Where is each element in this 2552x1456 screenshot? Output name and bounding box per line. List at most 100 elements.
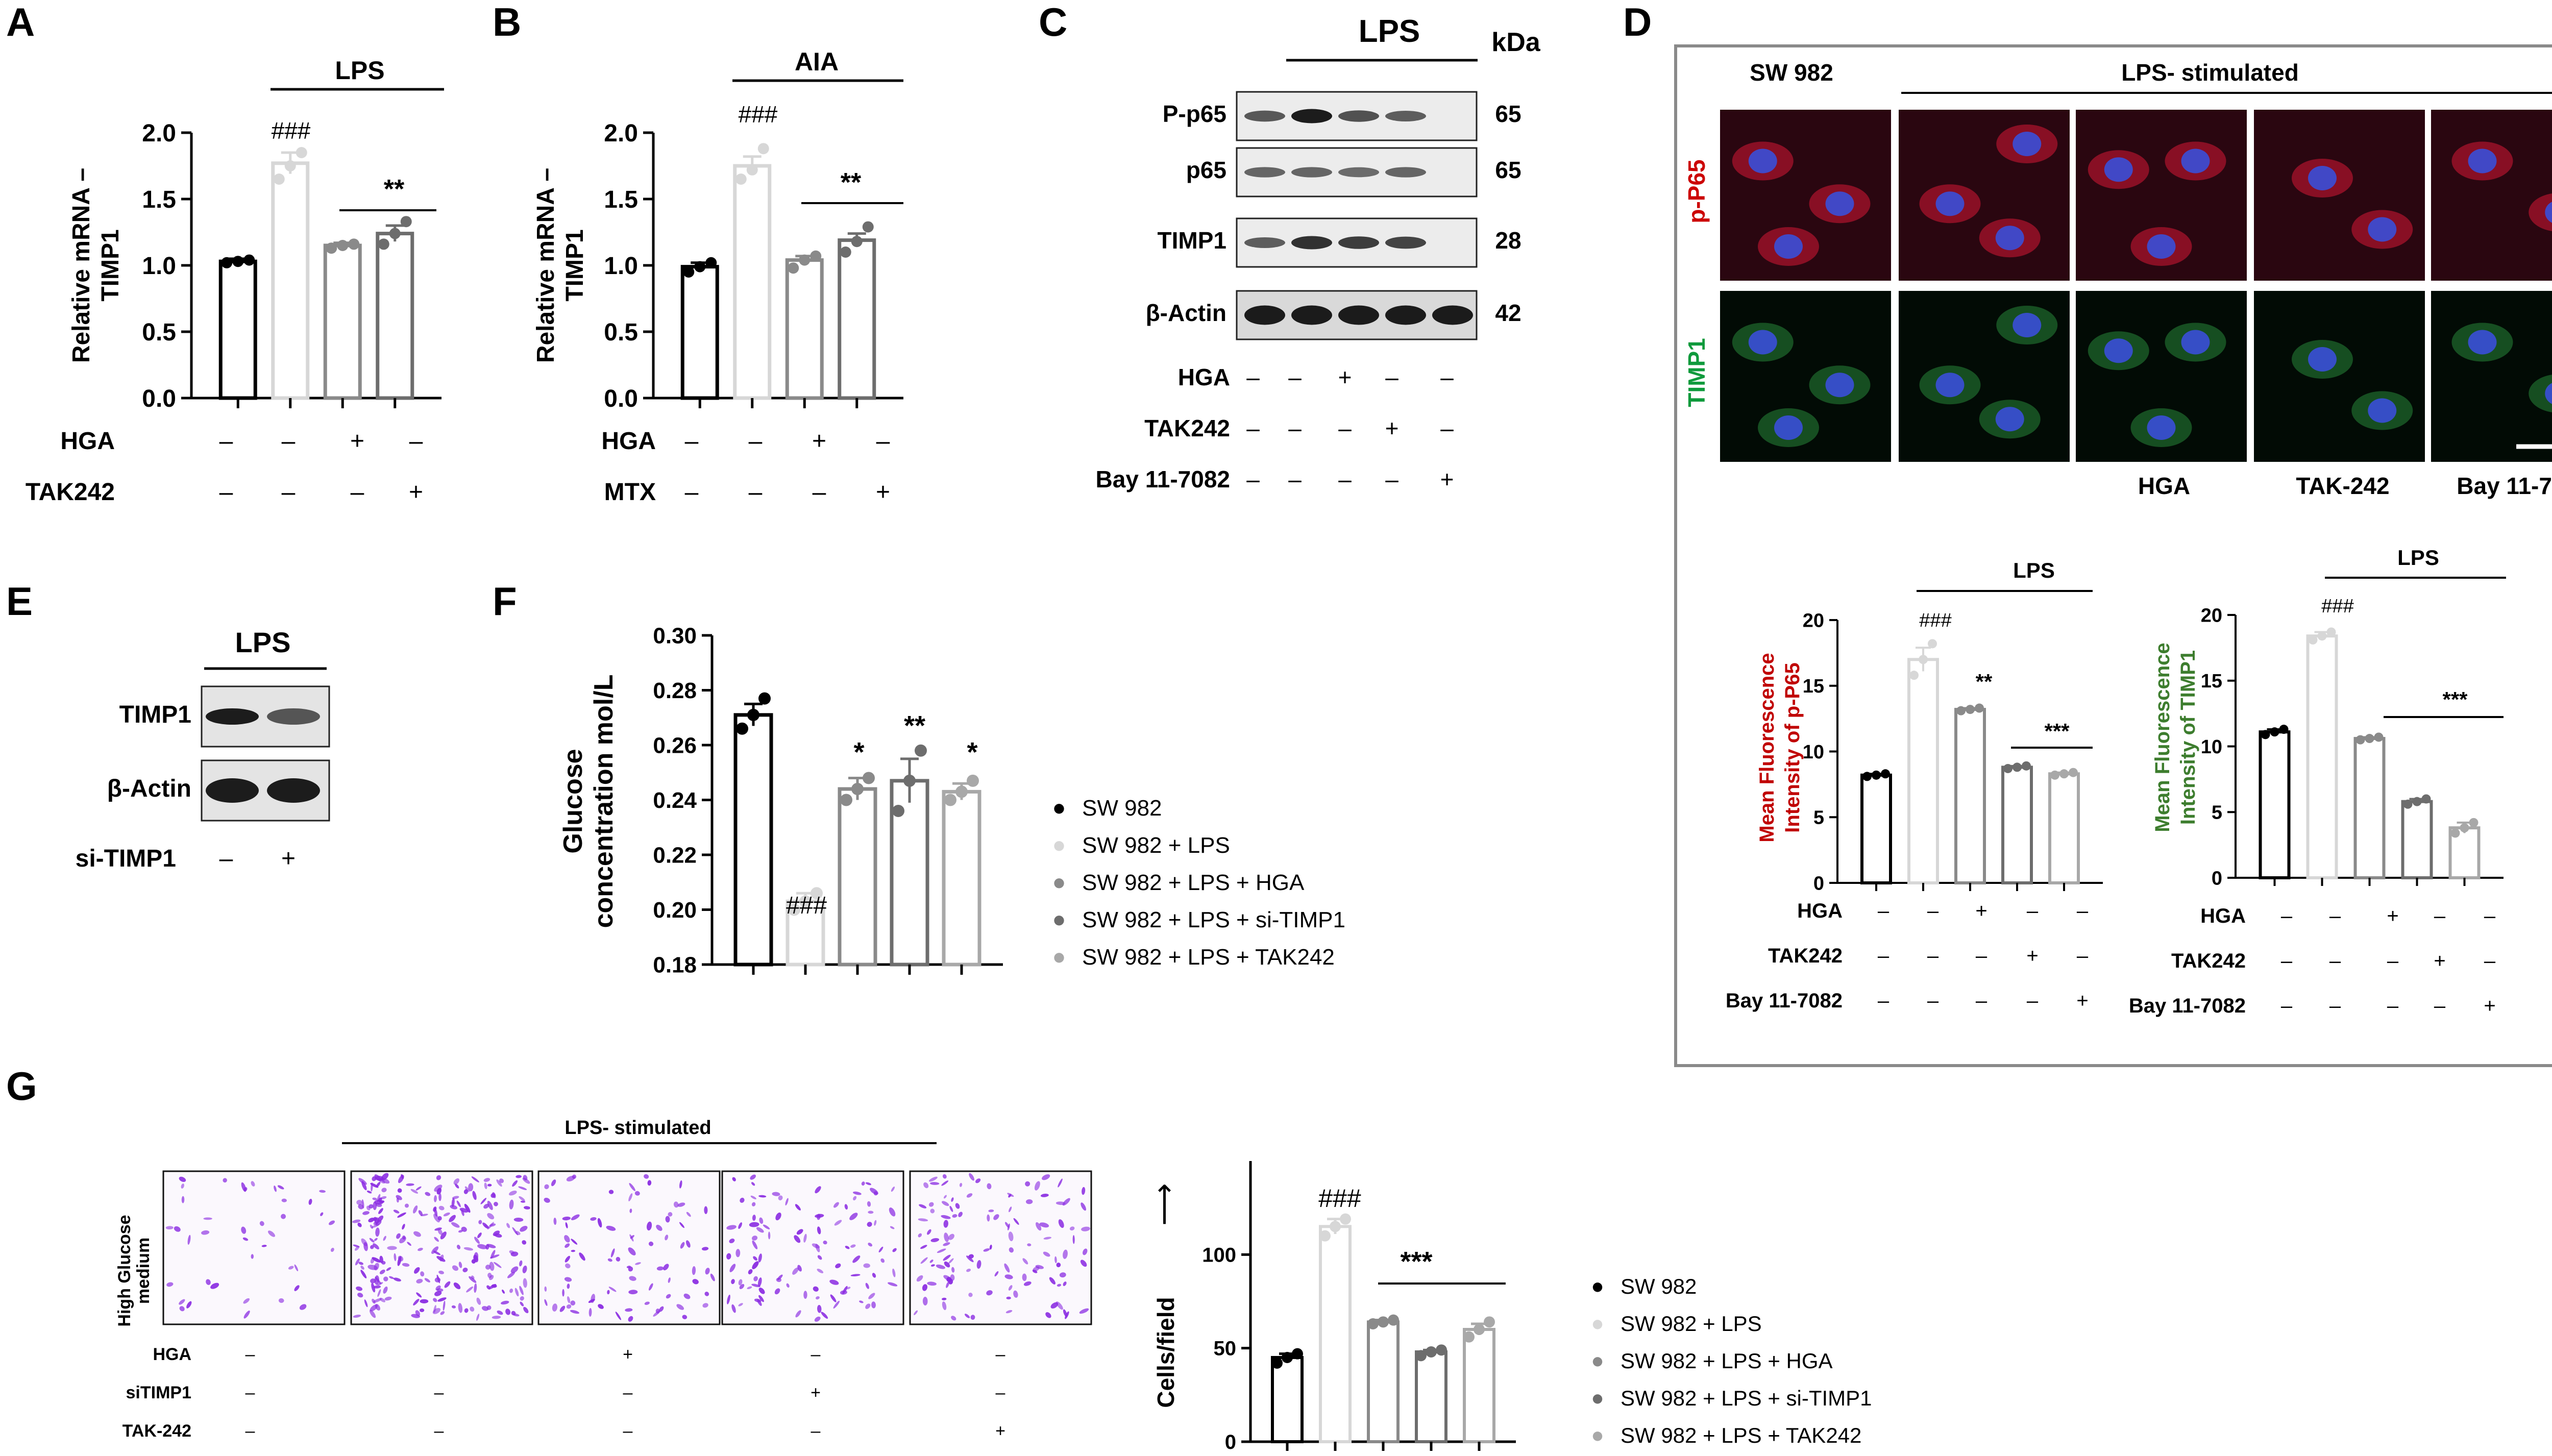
panel-d-col-sw: SW 982: [1750, 59, 1833, 86]
rows-DR-mark: –: [2281, 905, 2293, 927]
panel-g-cell: [450, 1204, 458, 1210]
panel-g-cell: [834, 1220, 842, 1226]
panel-g-row-label-1: High Glucose: [115, 1215, 134, 1326]
panel-g-cell: [281, 1214, 286, 1219]
panel-b-chart: 0.0 0.5 1.0 1.5 2.0: [604, 120, 903, 412]
panel-g-cell: [437, 1216, 442, 1221]
panel-g-cell: [930, 1182, 940, 1185]
chart-B-ytick-label: 0.0: [604, 385, 638, 412]
panel-g-cell: [754, 1298, 762, 1302]
panel-g-cell: [520, 1200, 526, 1203]
panel-g-cell: [628, 1316, 633, 1322]
rows-C-mark: –: [1440, 415, 1454, 441]
legend-G-label: SW 982: [1621, 1274, 1697, 1298]
chart-B-data-point: [799, 254, 811, 266]
chart-A-ytick-label: 1.0: [142, 253, 176, 280]
panel-g-cell: [418, 1247, 423, 1251]
rows-B-mark: –: [685, 428, 699, 455]
chart-B-data-point: [746, 164, 758, 176]
panel-g-cell: [439, 1254, 444, 1262]
panel-g-cell: [437, 1297, 447, 1302]
rows-DL-mark: –: [2027, 990, 2039, 1012]
chart-A-bar: [271, 161, 310, 400]
panel-g-cell: [564, 1235, 570, 1243]
panel-g-cell: [986, 1290, 993, 1296]
panel-g-cell: [486, 1244, 496, 1248]
chart-DL-data-point: [1881, 769, 1890, 779]
chart-DR-data-point: [2460, 823, 2469, 833]
panel-g-cell: [685, 1240, 691, 1248]
panel-g-cell: [665, 1235, 669, 1241]
legend-F-marker: [1054, 953, 1064, 963]
panel-g-cell: [644, 1301, 650, 1305]
panel-g-cell: [377, 1289, 381, 1297]
panel-e-mark: –: [219, 845, 233, 872]
panel-g-cell: [416, 1292, 422, 1298]
chart-F-ytick-label: 0.28: [653, 678, 697, 703]
panel-e-band-label: β-Actin: [107, 775, 191, 802]
panel-g-cell: [888, 1282, 898, 1287]
panel-g-cell: [868, 1293, 875, 1299]
panel-a-sig-1: ###: [272, 117, 311, 144]
panel-g-cell: [451, 1222, 460, 1228]
panel-g-cell: [261, 1245, 267, 1247]
chart-F-bar: [733, 713, 773, 967]
panel-d-nucleus: [2013, 313, 2042, 337]
panel-g-cell: [383, 1276, 388, 1281]
chart-B-data-point: [810, 250, 822, 262]
panel-g-cell: [435, 1285, 441, 1291]
panel-g-cell: [453, 1282, 461, 1290]
chart-DL-data-point: [1956, 706, 1966, 715]
panel-g-cell: [464, 1203, 471, 1213]
panel-g-cell: [704, 1206, 708, 1214]
panel-g-cell: [1009, 1206, 1012, 1213]
panel-g-cell: [829, 1279, 839, 1285]
legend-G-label: SW 982 + LPS + HGA: [1621, 1349, 1833, 1373]
panel-g-cell: [830, 1294, 837, 1302]
chart-G-ytick-label: 0: [1225, 1431, 1236, 1453]
panel-d-nucleus: [1748, 330, 1777, 355]
chart-G-data-point: [1474, 1324, 1485, 1335]
panel-g-cell: [942, 1301, 947, 1311]
chart-F-data-point: [955, 785, 968, 798]
panel-g-cell: [206, 1279, 211, 1285]
panel-g-cell: [366, 1205, 371, 1211]
chart-A-ytick-label: 1.5: [142, 186, 176, 213]
chart-DL-ytick-label: 20: [1803, 610, 1824, 631]
panel-f-sig-2: *: [853, 737, 864, 768]
panel-g-cell: [509, 1199, 514, 1210]
chart-A-data-point: [337, 240, 349, 251]
panel-g-cell: [648, 1283, 653, 1291]
panel-g-cell: [644, 1174, 649, 1179]
chart-DL-data-point: [2059, 769, 2069, 779]
panel-g-cell: [434, 1291, 442, 1296]
chart-A-data-point: [389, 228, 401, 239]
panel-g-cell: [458, 1303, 463, 1313]
panel-g-cell: [701, 1247, 709, 1251]
panel-g-cell: [682, 1315, 688, 1319]
panel-g-cell: [402, 1224, 405, 1230]
rows-DR-mark: –: [2484, 905, 2496, 927]
panel-g-cell: [179, 1176, 186, 1182]
panel-g-cell: [523, 1175, 528, 1180]
panel-c-band-label: TIMP1: [1158, 227, 1226, 254]
panel-d-left-bracket-label: LPS: [2013, 558, 2055, 582]
chart-DR-bar: [2401, 800, 2433, 880]
panel-g-cell: [506, 1223, 510, 1228]
panel-g-cell: [505, 1309, 511, 1315]
panel-g-cell: [524, 1206, 530, 1210]
panel-g-cell: [835, 1263, 841, 1269]
panel-c-band: [1291, 236, 1332, 250]
panel-g-cell: [565, 1243, 570, 1248]
panel-d: SW 982 LPS- stimulated p-P65 TIMP1 HGA T…: [1674, 44, 2552, 1067]
panel-g-cell: [274, 1186, 277, 1192]
panel-a-chart: 0.0 0.5 1.0 1.5 2.0: [142, 120, 441, 412]
panel-d-nucleus: [2104, 338, 2133, 363]
panel-d-left-sig-3: ***: [2044, 719, 2070, 743]
chart-B-data-point: [757, 143, 769, 155]
panel-g-cell: [420, 1271, 425, 1277]
panel-d-right-chart: 0 5 10 15 20: [2201, 605, 2504, 889]
panel-g-cell: [370, 1310, 376, 1318]
panel-g-cell: [523, 1278, 527, 1288]
